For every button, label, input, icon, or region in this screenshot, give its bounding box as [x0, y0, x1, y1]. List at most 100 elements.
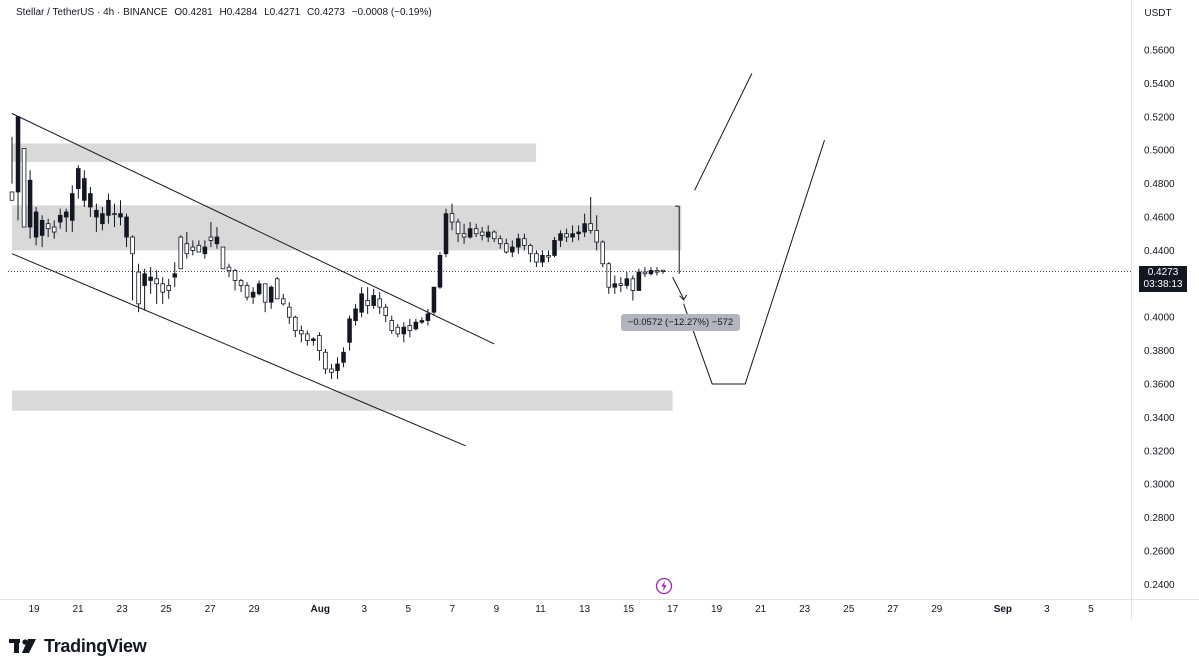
- ohlc-low: L0.4271: [264, 7, 301, 18]
- currency-label[interactable]: USDT: [1144, 8, 1172, 19]
- candle-down: [39, 219, 45, 236]
- time-tick-label: 9: [494, 604, 500, 615]
- ohlc-high: H0.4284: [219, 7, 258, 18]
- time-tick-label: 29: [249, 604, 261, 615]
- time-tick-label: 13: [579, 604, 591, 615]
- candle-up: [208, 236, 214, 241]
- candle-up: [21, 148, 27, 228]
- candle-up: [51, 226, 57, 233]
- tradingview-logo-icon: [9, 639, 36, 653]
- candle-down: [33, 211, 39, 238]
- tradingview-logo[interactable]: TradingView: [9, 635, 147, 657]
- time-tick-label: 19: [711, 604, 723, 615]
- candle-down: [256, 283, 262, 295]
- candle-down: [612, 283, 618, 288]
- ohlc-open: O0.4281: [174, 7, 213, 18]
- candle-up: [160, 283, 165, 293]
- time-tick-label: 23: [799, 604, 811, 615]
- symbol-title[interactable]: Stellar / TetherUS · 4h · BINANCE: [16, 7, 168, 18]
- candle-up: [479, 231, 485, 236]
- candle-down: [57, 214, 63, 223]
- candle-down: [552, 239, 557, 256]
- price-tick-label: 0.2400: [1144, 580, 1175, 591]
- candle-up: [220, 246, 226, 270]
- brand-name: TradingView: [44, 635, 147, 656]
- candle-up: [600, 241, 605, 265]
- price-tick-label: 0.4400: [1144, 246, 1175, 257]
- candle-down: [311, 338, 316, 341]
- price-axis[interactable]: 0.5600 0.5400 0.5200 0.5000 0.4800 0.4600 0.44…: [1144, 46, 1175, 591]
- time-tick-label: 27: [205, 604, 217, 615]
- time-tick-label: 3: [1044, 604, 1050, 615]
- price-tick-label: 0.4600: [1144, 213, 1175, 224]
- candle-up: [305, 333, 310, 341]
- candle-up: [226, 266, 232, 271]
- candle-down: [118, 213, 123, 218]
- candle-down: [202, 246, 208, 255]
- candle-down: [413, 321, 419, 330]
- candle-down: [516, 238, 521, 248]
- price-tick-label: 0.2800: [1144, 513, 1175, 524]
- lightning-bolt-icon[interactable]: [655, 577, 673, 595]
- price-tick-label: 0.2600: [1144, 547, 1175, 558]
- time-tick-label: 19: [28, 604, 40, 615]
- candle-up: [461, 233, 467, 238]
- candle-down: [431, 286, 437, 313]
- candle-up: [329, 368, 334, 373]
- projection-arrow: [672, 276, 685, 300]
- candle-up: [606, 263, 612, 288]
- price-tick-label: 0.5000: [1144, 146, 1175, 157]
- drawings-layer: [11, 73, 825, 447]
- price-tick-label: 0.3400: [1144, 413, 1175, 424]
- zones-layer: [11, 143, 682, 411]
- candle-down: [485, 231, 491, 238]
- candle-down: [88, 193, 93, 208]
- time-axis[interactable]: 19 21 23 25 27 29 Aug 3 5 7 9 11 13 15 17 19 21 23 25 27 29 S…: [28, 604, 1094, 615]
- price-tick-label: 0.4800: [1144, 179, 1175, 190]
- candle-down: [148, 276, 153, 281]
- candle-up: [154, 278, 159, 285]
- time-tick-label: 21: [72, 604, 84, 615]
- price-tick-label: 0.3000: [1144, 480, 1175, 491]
- candle-down: [124, 216, 129, 238]
- last-price-value: 0.4273: [1147, 267, 1179, 278]
- candle-up: [323, 351, 328, 370]
- candle-down: [570, 233, 575, 238]
- time-tick-label: 29: [931, 604, 943, 615]
- candle-down: [359, 293, 364, 313]
- projection-up-line: [694, 73, 753, 191]
- candle-up: [594, 229, 599, 243]
- candle-up: [232, 270, 238, 281]
- candle-up: [630, 278, 636, 291]
- channel-upper-line: [11, 113, 495, 345]
- candle-up: [45, 223, 51, 230]
- candle-down: [100, 213, 105, 225]
- candle-down: [172, 273, 178, 278]
- symbol-header: Stellar / TetherUS · 4h · BINANCE O0.428…: [16, 7, 436, 18]
- candle-up: [287, 306, 292, 318]
- candle-up: [136, 271, 141, 305]
- candle-down: [425, 313, 431, 321]
- candle-down: [648, 270, 654, 275]
- candle-up: [130, 236, 135, 255]
- time-tick-label: 23: [117, 604, 129, 615]
- price-tick-label: 0.5600: [1144, 46, 1175, 57]
- candle-down: [582, 223, 587, 233]
- candle-up: [166, 285, 171, 291]
- time-tick-label: Sep: [994, 604, 1012, 615]
- candle-up: [491, 231, 497, 240]
- projection-arrow-head: [679, 294, 688, 301]
- candle-down: [63, 211, 69, 218]
- time-tick-label: 25: [843, 604, 855, 615]
- candle-up: [9, 191, 15, 201]
- candle-down: [540, 255, 545, 263]
- candle-up: [244, 285, 250, 298]
- candle-down: [353, 308, 358, 321]
- candle-up: [178, 236, 184, 270]
- price-tick-label: 0.3600: [1144, 380, 1175, 391]
- time-tick-label: 3: [362, 604, 368, 615]
- candle-down: [443, 213, 449, 255]
- candle-down: [624, 278, 630, 286]
